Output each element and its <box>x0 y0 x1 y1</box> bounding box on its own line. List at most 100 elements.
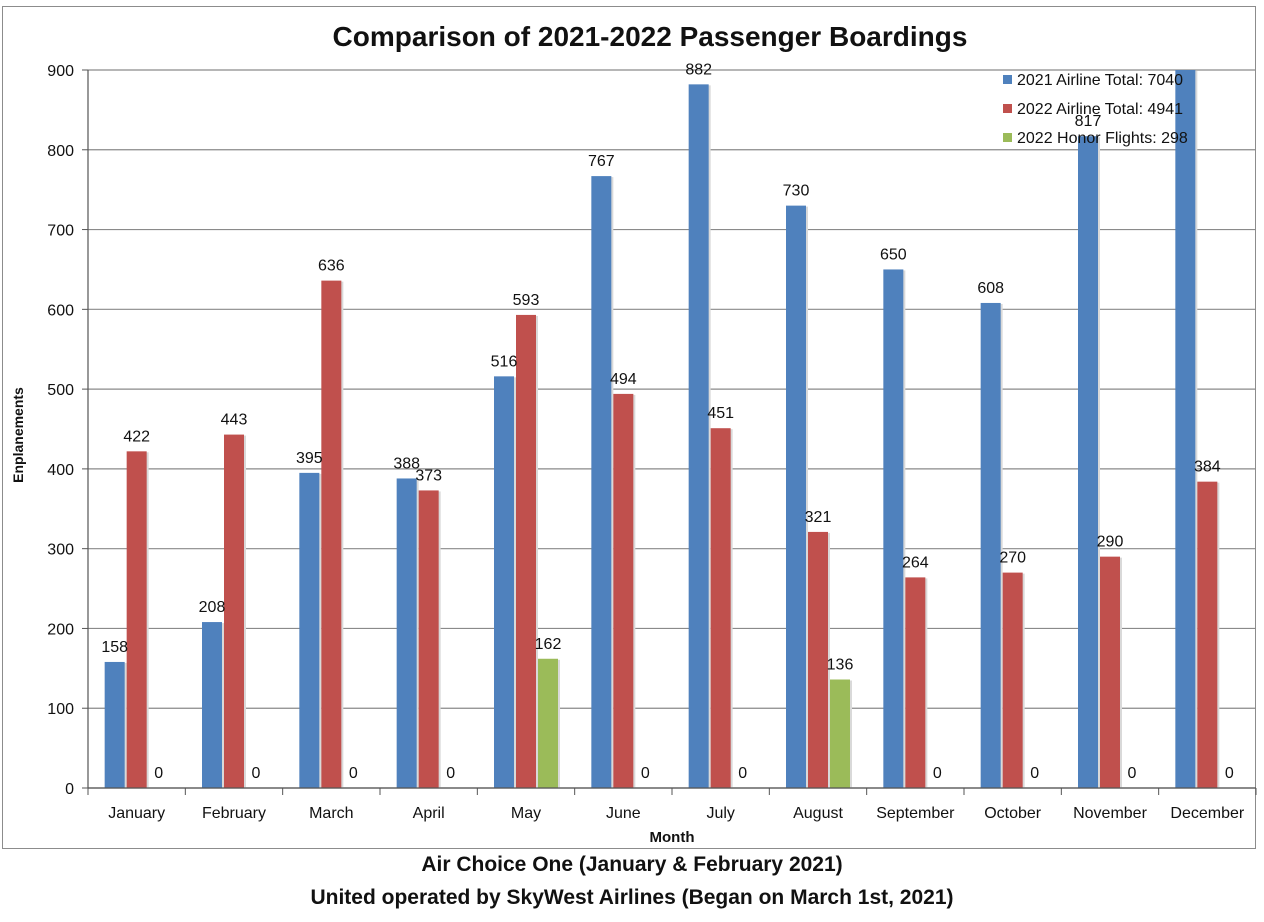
data-label-s0-april: 388 <box>393 455 420 472</box>
bar-s1-april <box>418 490 439 788</box>
legend: 2021 Airline Total: 7040 2022 Airline Tot… <box>1003 72 1188 147</box>
caption-line-1: Air Choice One (January & February 2021) <box>421 853 843 876</box>
data-label-s0-may: 516 <box>491 353 518 370</box>
bar-s1-august <box>808 531 828 788</box>
x-tick-label-april: April <box>413 805 445 822</box>
y-tick-label-800: 800 <box>47 143 74 160</box>
legend-swatch-1 <box>1003 104 1012 113</box>
y-tick-label-200: 200 <box>47 621 74 638</box>
bar-s1-december <box>1197 481 1218 788</box>
bar-s1-october <box>1002 572 1023 788</box>
data-label-s1-april: 373 <box>415 467 442 484</box>
bar-s0-june <box>591 176 612 789</box>
data-label-s2-october: 0 <box>1030 765 1039 782</box>
bar-s0-february <box>202 622 222 788</box>
data-label-s0-june: 767 <box>588 153 615 170</box>
axes: 0 100 200 300 400 500 600 700 800 900 January Febru… <box>47 63 1257 822</box>
bar-s1-june <box>613 393 634 788</box>
data-label-s2-august: 136 <box>827 657 854 674</box>
y-axis-title: Enplanements <box>10 387 26 483</box>
data-labels: 158 208 395 388 516 767 882 730 650 608 817 422 443 6… <box>101 61 1234 782</box>
bar-s1-july <box>710 428 731 788</box>
bar-s0-july <box>688 84 709 789</box>
bar-s1-september <box>905 577 926 788</box>
x-tick-label-september: September <box>876 805 955 822</box>
bar-s1-february <box>224 434 244 788</box>
y-tick-label-700: 700 <box>47 223 74 240</box>
data-label-s1-july: 451 <box>707 405 734 422</box>
data-label-s0-march: 395 <box>296 450 323 467</box>
x-tick-label-february: February <box>202 805 266 822</box>
x-tick-label-may: May <box>511 805 541 822</box>
bar-s0-may <box>494 376 514 788</box>
bar-s0-november <box>1078 136 1098 788</box>
bar-s0-january <box>104 661 125 788</box>
data-label-s0-january: 158 <box>101 639 128 656</box>
data-label-s0-july: 882 <box>685 61 712 78</box>
data-label-s2-may: 162 <box>535 636 562 653</box>
data-label-s1-may: 593 <box>513 292 540 309</box>
bar-chart: Comparison of 2021-2022 Passenger Boardi… <box>10 21 1257 846</box>
bar-s1-march <box>321 280 342 788</box>
x-axis-title: Month <box>650 829 695 846</box>
x-tick-label-june: June <box>606 805 641 822</box>
data-label-s1-november: 290 <box>1097 534 1124 551</box>
x-tick-label-july: July <box>706 805 734 822</box>
data-label-s2-september: 0 <box>933 765 942 782</box>
data-label-s2-november: 0 <box>1128 765 1137 782</box>
legend-label-1: 2022 Airline Total: 4941 <box>1017 101 1183 118</box>
data-label-s2-july: 0 <box>738 765 747 782</box>
data-label-s0-august: 730 <box>783 183 810 200</box>
data-label-s0-november: 817 <box>1075 113 1102 130</box>
data-label-s0-february: 208 <box>199 599 226 616</box>
y-tick-label-500: 500 <box>47 382 74 399</box>
data-label-s1-june: 494 <box>610 371 637 388</box>
x-tick-label-august: August <box>793 805 843 822</box>
bar-s1-january <box>126 451 147 788</box>
y-tick-label-100: 100 <box>47 701 74 718</box>
data-label-s2-april: 0 <box>446 765 455 782</box>
x-tick-label-december: December <box>1170 805 1244 822</box>
data-label-s0-september: 650 <box>880 246 907 263</box>
y-tick-label-400: 400 <box>47 462 74 479</box>
bar-s0-march <box>299 472 320 788</box>
data-label-s2-january: 0 <box>154 765 163 782</box>
legend-label-2: 2022 Honor Flights: 298 <box>1017 130 1188 147</box>
chart-title: Comparison of 2021-2022 Passenger Boardi… <box>333 21 968 52</box>
x-tick-label-november: November <box>1073 805 1147 822</box>
data-label-s1-october: 270 <box>999 550 1026 567</box>
bar-s1-may <box>516 314 536 788</box>
data-label-s2-march: 0 <box>349 765 358 782</box>
x-tick-label-january: January <box>108 805 165 822</box>
bar-s0-august <box>786 205 806 789</box>
caption-line-2: United operated by SkyWest Airlines (Beg… <box>310 886 954 909</box>
x-tick-label-october: October <box>984 805 1042 822</box>
data-label-s0-october: 608 <box>977 280 1004 297</box>
y-tick-label-600: 600 <box>47 302 74 319</box>
legend-swatch-2 <box>1003 133 1012 142</box>
bar-s0-december <box>1175 70 1196 788</box>
data-label-s1-august: 321 <box>805 509 832 526</box>
bar-s0-september <box>883 269 904 788</box>
bar-s0-october <box>980 302 1001 788</box>
legend-label-0: 2021 Airline Total: 7040 <box>1017 72 1183 89</box>
data-label-s1-january: 422 <box>123 428 150 445</box>
y-tick-label-0: 0 <box>65 781 74 798</box>
bar-s2-may <box>538 658 558 788</box>
data-label-s1-december: 384 <box>1194 459 1221 476</box>
data-label-s2-june: 0 <box>641 765 650 782</box>
y-tick-label-300: 300 <box>47 542 74 559</box>
legend-swatch-0 <box>1003 75 1012 84</box>
data-label-s1-september: 264 <box>902 554 929 571</box>
x-tick-label-march: March <box>309 805 353 822</box>
data-label-s2-december: 0 <box>1225 765 1234 782</box>
bar-s0-april <box>396 478 417 788</box>
bar-s2-august <box>830 679 850 788</box>
y-tick-label-900: 900 <box>47 63 74 80</box>
data-label-s1-february: 443 <box>221 412 248 429</box>
bar-s1-november <box>1100 556 1120 788</box>
data-label-s2-february: 0 <box>252 765 261 782</box>
bars <box>104 70 1220 789</box>
data-label-s1-march: 636 <box>318 258 345 275</box>
